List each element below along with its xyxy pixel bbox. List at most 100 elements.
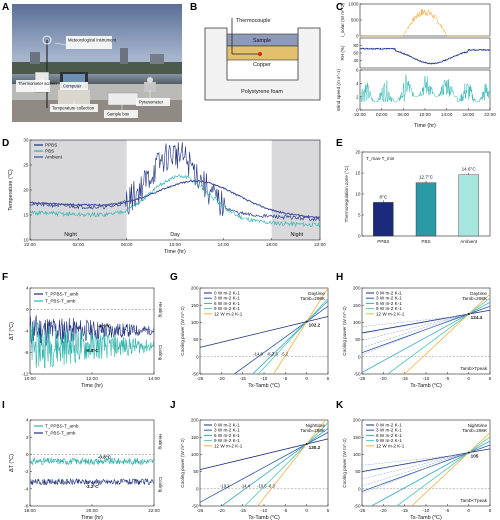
panel-k-ylabel: Cooling power (W m^-2) [342,438,347,488]
panel-letter-c: C [336,2,343,13]
panel-j-intercept-label: 130.2 [309,445,321,450]
panel-h-mode: Daytime [470,291,487,296]
e-category-label-2: Ambient [460,239,478,244]
panel-k-legend-label-1: 3 W m-2 K-1 [376,428,402,433]
c-x-tick-label-1: 02:00 [376,112,388,117]
d-y-tick-label-0: 10 [23,238,29,243]
panel-h-condition: Tamb=298K [462,296,488,301]
sample-box-diagram: Thermocouple Sample Copper Polystyrene f… [204,18,321,101]
panel-j-ylabel: Cooling power (W m^-2) [180,438,185,488]
e-value-label-1: 12.7°C [419,175,434,180]
panel-j-y-tick-label-0: -50 [192,504,199,509]
panel-g-x-tick-label-6: 5 [327,376,330,381]
panel-g-line-0 [199,316,329,348]
d-night-shade-2 [271,140,320,240]
panel-j-legend-label-4: 12 W m-2 K-1 [214,443,243,448]
d-x-tick-label-5: 18:00 [266,242,278,247]
panel-h-y-tick-label-4: 150 [353,303,361,308]
d-label-night-2: Night [291,232,304,238]
panel-j-y-tick-label-4: 150 [191,435,199,440]
panel-letter-i: I [2,400,5,411]
panel-k-y-tick-label-3: 100 [353,452,361,457]
panel-g-y-tick-label-5: 200 [191,286,199,291]
panel-f-side-cooling: Cooling [158,345,163,361]
d-x-tick-label-4: 14:00 [218,242,230,247]
panel-f-y-tick-label-4: 4 [26,286,29,291]
d-x-tick-label-0: 22:00 [24,242,36,247]
panel-g-y-tick-label-1: 0 [196,354,199,359]
panel-i-y-tick-label-1: -4 [24,486,29,491]
panel-h-dash-0 [361,315,461,327]
panel-k-mode: Nighttime [468,423,488,428]
panel-g-y-tick-label-2: 50 [193,337,199,342]
panel-h-dash-1 [361,315,461,334]
c-ylabel-2: Wind speed (m s^-1) [336,68,341,111]
panel-h-y-tick-label-0: -50 [354,372,361,377]
e-bar-ppbs [373,202,394,237]
c2-y-tick-label-3: 6 [356,68,359,73]
panel-i-series-0 [29,456,155,466]
panel-g-root-label-3: -5.2 [281,351,289,356]
e-category-label-0: PPBS [377,239,389,244]
label-thermometer: Thermometer screen [18,81,58,86]
d-x-tick-label-1: 02:00 [73,242,85,247]
e-y-tick-label-0: 0 [358,234,361,239]
panel-g-intercept-dot [305,320,308,323]
panel-i-annotation-1: -3.2°C [85,484,99,489]
panel-h-dash-4 [361,315,461,356]
c-series-1 [359,47,491,65]
e-y-tick-label-2: 10 [355,192,361,197]
panel-j-x-tick-label-2: -15 [239,508,246,513]
e-category-label-1: PBS [421,239,430,244]
panel-f-legend-label-0: T_PPBS-T_amb [45,292,79,297]
panel-j-y-tick-label-1: 0 [196,486,199,491]
panel-letter-f: F [2,272,8,283]
panel-j-mode: Nighttime [306,423,326,428]
panel-h-intercept-label: 124.4 [471,315,483,320]
c-xlabel: Time (hr) [414,123,436,129]
panel-i-x-tick-label-0: 18:00 [24,508,36,513]
panel-j-root-label-1: -14.4 [240,483,250,488]
panel-i-x-tick-label-2: 22:00 [148,508,160,513]
panel-k-legend-label-4: 12 W m-2 K-1 [376,443,405,448]
panel-f-series-1 [29,322,155,369]
panel-f-annotation-0: -3.9°C [98,323,112,328]
d-y-tick-label-4: 30 [23,138,29,143]
d-y-tick-label-2: 20 [23,188,29,193]
c-series-2 [359,74,491,103]
panel-k-x-tick-label-1: -20 [380,508,387,513]
panel-g-root-label-1: -8.2 [267,351,275,356]
panel-g-intercept-label: 102.2 [309,323,321,328]
c-series-0 [360,9,490,37]
panel-k-xlabel: Ts-Tamb (°C) [410,515,442,520]
panel-letter-k: K [336,400,344,411]
panel-k-dash-4 [361,454,461,494]
panel-g-ylabel: Cooling power (W m^-2) [180,306,185,356]
c1-y-tick-label-2: 80 [353,43,359,48]
panel-k-dash-3 [361,454,461,487]
panel-g-x-tick-label-4: -5 [283,376,288,381]
panel-i-side-heating: Heating [158,434,163,450]
panel-k-y-tick-label-2: 50 [355,469,361,474]
panel-h-x-tick-label-5: 0 [467,376,470,381]
d-series-ppbs [29,142,321,222]
panel-j-y-tick-label-3: 100 [191,452,199,457]
label-sample: Sample [253,38,271,44]
e-inner-label: T_max-T_min [366,156,395,161]
panel-g-root-label-2: -7.6 [271,351,279,356]
label-sample-box: Sample box [107,112,130,117]
d-ylabel: Temperature (°C) [8,169,14,211]
panel-g-legend-label-3: 9 W m-2 K-1 [214,306,240,311]
label-computer: Computer [63,84,82,89]
panel-g-condition: Tamb=298K [300,296,326,301]
c1-y-tick-label-1: 60 [353,51,359,56]
panel-j-line-2 [221,428,329,507]
e-ylabel: Thermoregulation zone (°C) [344,165,349,222]
photo-setup: Meteorological instrument Thermometer sc… [12,4,182,122]
panel-f-y-tick-label-1: -8 [24,350,29,355]
panel-j-x-tick-label-6: 5 [327,508,330,513]
label-temperature-collection: Temperature collection [52,106,95,111]
panel-k-x-tick-label-3: -10 [423,508,430,513]
